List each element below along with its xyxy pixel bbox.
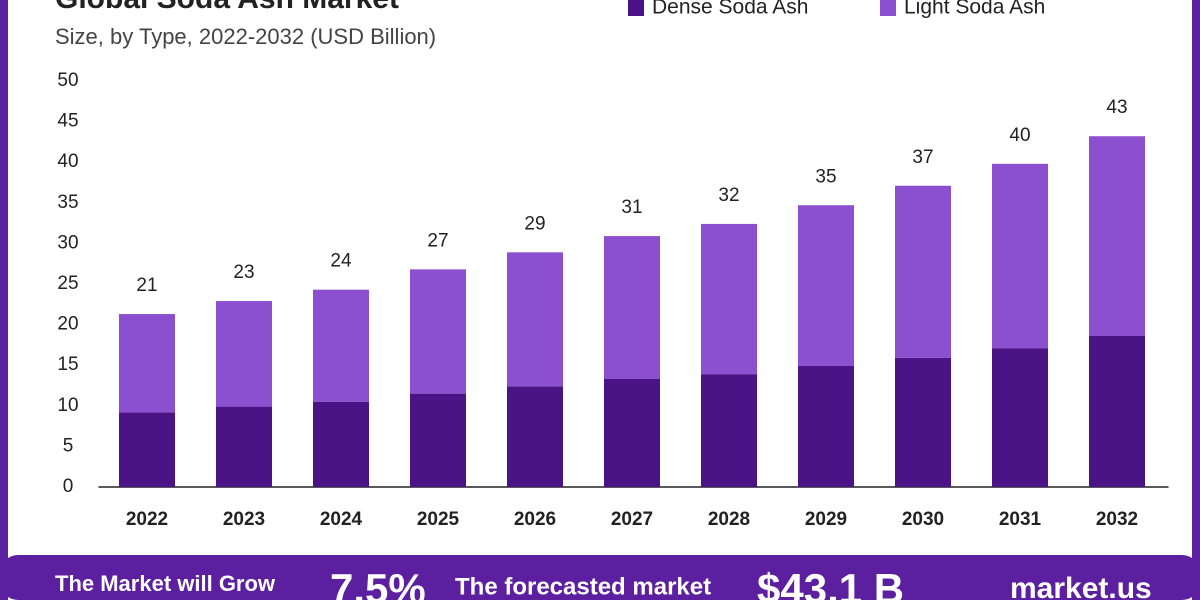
bar-segment (895, 357, 951, 487)
bar-segment (216, 406, 272, 487)
y-tick-label: 35 (57, 192, 78, 213)
total-label: 35 (815, 166, 836, 187)
footer-value: $43.1 B (757, 565, 904, 600)
x-tick-label: 2026 (514, 509, 556, 530)
bar-segment (1089, 335, 1145, 487)
x-tick-label: 2024 (320, 509, 363, 530)
bar-segment (701, 223, 757, 375)
total-label: 24 (330, 251, 352, 272)
y-tick-label: 50 (57, 70, 78, 91)
legend-label: Light Soda Ash (904, 0, 1045, 19)
x-tick-label: 2029 (805, 509, 847, 530)
x-tick-label: 2023 (223, 509, 265, 530)
bar-segment (313, 289, 369, 402)
bar-segment (798, 366, 854, 487)
y-tick-label: 20 (57, 314, 78, 335)
y-tick-label: 10 (57, 395, 78, 416)
bar-segment (313, 401, 369, 487)
bar-segment (701, 374, 757, 487)
left-border (0, 0, 8, 600)
total-label: 21 (136, 275, 157, 296)
bar-segment (410, 269, 466, 394)
footer-brand: market.us (1010, 572, 1152, 600)
y-tick-label: 0 (63, 476, 74, 497)
footer-band (0, 555, 1200, 600)
x-tick-label: 2028 (708, 509, 750, 530)
bar-segment (992, 163, 1048, 349)
x-tick-label: 2032 (1096, 509, 1138, 530)
bar-segment (1089, 136, 1145, 336)
footer-grow: The Market will Grow (55, 571, 276, 596)
total-label: 27 (427, 230, 448, 251)
y-tick-label: 15 (57, 354, 78, 375)
legend-swatch (628, 0, 644, 16)
x-tick-label: 2030 (902, 509, 944, 530)
x-tick-label: 2025 (417, 509, 460, 530)
bar-segment (604, 379, 660, 487)
bar-segment (119, 412, 175, 487)
chart-subtitle: Size, by Type, 2022-2032 (USD Billion) (55, 24, 436, 49)
bar-segment (895, 185, 951, 358)
bar-segment (119, 314, 175, 413)
bar-segment (507, 252, 563, 387)
total-label: 29 (524, 213, 545, 234)
right-border (1192, 0, 1200, 600)
total-label: 31 (621, 197, 642, 218)
legend-swatch (880, 0, 896, 16)
chart-title: Global Soda Ash Market (55, 0, 399, 15)
footer-cagr: 7.5% (330, 565, 426, 600)
bar-segment (216, 301, 272, 407)
total-label: 43 (1106, 97, 1127, 118)
total-label: 37 (912, 147, 933, 168)
x-tick-label: 2027 (611, 509, 653, 530)
total-label: 40 (1009, 125, 1030, 146)
bar-segment (604, 236, 660, 380)
total-label: 23 (233, 262, 254, 283)
total-label: 32 (718, 185, 739, 206)
bar-segment (410, 393, 466, 487)
y-tick-label: 30 (57, 232, 78, 253)
footer-forecast: The forecasted market (455, 573, 711, 600)
bar-segment (507, 386, 563, 487)
y-tick-label: 25 (57, 273, 78, 294)
y-tick-label: 40 (57, 151, 78, 172)
y-tick-label: 45 (57, 111, 78, 132)
y-tick-label: 5 (63, 435, 74, 456)
bar-segment (992, 348, 1048, 487)
legend-label: Dense Soda Ash (652, 0, 808, 19)
x-tick-label: 2031 (999, 509, 1042, 530)
x-tick-label: 2022 (126, 509, 168, 530)
bar-segment (798, 205, 854, 367)
